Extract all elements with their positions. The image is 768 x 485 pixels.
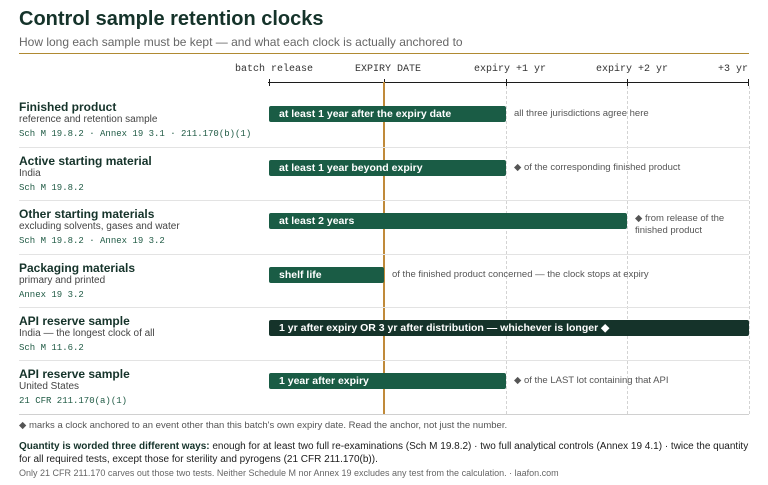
retention-row: Active starting material India Sch M 19.8.… — [19, 147, 749, 201]
bottom-rule — [19, 414, 749, 415]
row-separator — [19, 254, 749, 255]
row-reference: Sch M 19.8.2 · Annex 19 3.1 · 211.170(b)… — [19, 129, 252, 139]
row-name: Finished product — [19, 100, 117, 114]
row-separator — [19, 147, 749, 148]
row-reference: Sch M 11.6.2 — [19, 343, 84, 353]
retention-row: API reserve sample United States 21 CFR 21… — [19, 360, 749, 414]
row-name: Packaging materials — [19, 261, 136, 275]
row-subtitle: reference and retention sample — [19, 114, 158, 125]
row-subtitle: India — the longest clock of all — [19, 328, 155, 339]
retention-row: Finished product reference and retention … — [19, 93, 749, 147]
quantity-note: Quantity is worded three different ways:… — [19, 440, 759, 466]
x-axis-tick-label: expiry +1 yr — [474, 64, 547, 75]
bar-annotation: all three jurisdictions agree here — [514, 108, 649, 119]
retention-bar: at least 1 year beyond expiry — [269, 160, 506, 176]
row-subtitle: excluding solvents, gases and water — [19, 221, 180, 232]
row-reference: 21 CFR 211.170(a)(1) — [19, 396, 128, 406]
chart-title: Control sample retention clocks — [19, 8, 324, 30]
retention-bar: at least 2 years — [269, 213, 627, 229]
x-axis-tick — [269, 79, 270, 86]
bar-annotation: ◆ of the corresponding finished product — [514, 162, 681, 173]
gridline — [627, 86, 628, 414]
row-separator — [19, 307, 749, 308]
x-axis-tick-label: +3 yr — [718, 64, 749, 75]
row-reference: Sch M 19.8.2 · Annex 19 3.2 — [19, 236, 165, 246]
row-name: Active starting material — [19, 154, 152, 168]
bar-annotation: ◆ of the LAST lot containing that API — [514, 375, 669, 386]
x-axis-tick — [748, 79, 749, 86]
footnote: ◆ marks a clock anchored to an event oth… — [19, 420, 508, 431]
x-axis-tick-label: expiry +2 yr — [596, 64, 669, 75]
gridline — [506, 86, 507, 414]
bar-annotation: of the finished product concerned — the … — [392, 269, 649, 280]
retention-row: Other starting materials excluding solven… — [19, 200, 749, 254]
source-note: Only 21 CFR 211.170 carves out those two… — [19, 468, 559, 478]
retention-row: Packaging materials primary and printed An… — [19, 254, 749, 308]
x-axis-tick-label: batch release — [235, 64, 314, 75]
gridline — [749, 86, 750, 414]
row-name: API reserve sample — [19, 314, 130, 328]
x-axis-tick-label: EXPIRY DATE — [355, 64, 422, 75]
retention-row: API reserve sample India — the longest cl… — [19, 307, 749, 361]
row-name: Other starting materials — [19, 207, 155, 221]
row-separator — [19, 360, 749, 361]
retention-bar: 1 year after expiry — [269, 373, 506, 389]
retention-bar: shelf life — [269, 267, 384, 283]
row-reference: Annex 19 3.2 — [19, 290, 84, 300]
expiry-date-line — [383, 82, 385, 414]
quantity-lead: Quantity is worded three different ways: — [19, 441, 210, 452]
retention-bar: 1 yr after expiry OR 3 yr after distribu… — [269, 320, 749, 336]
title-rule — [19, 53, 749, 54]
bar-annotation: ◆ from release of the finished product — [635, 213, 725, 236]
quantity-text: enough for at least two full re-examinat… — [19, 441, 749, 465]
row-name: API reserve sample — [19, 367, 130, 381]
row-reference: Sch M 19.8.2 — [19, 183, 84, 193]
retention-bar: at least 1 year after the expiry date — [269, 106, 506, 122]
row-subtitle: primary and printed — [19, 275, 106, 286]
row-separator — [19, 200, 749, 201]
chart-subtitle: How long each sample must be kept — and … — [19, 35, 463, 49]
row-subtitle: United States — [19, 381, 80, 392]
x-axis-tick — [627, 79, 628, 86]
x-axis-line — [268, 82, 749, 83]
row-subtitle: India — [19, 168, 41, 179]
x-axis-tick — [506, 79, 507, 86]
